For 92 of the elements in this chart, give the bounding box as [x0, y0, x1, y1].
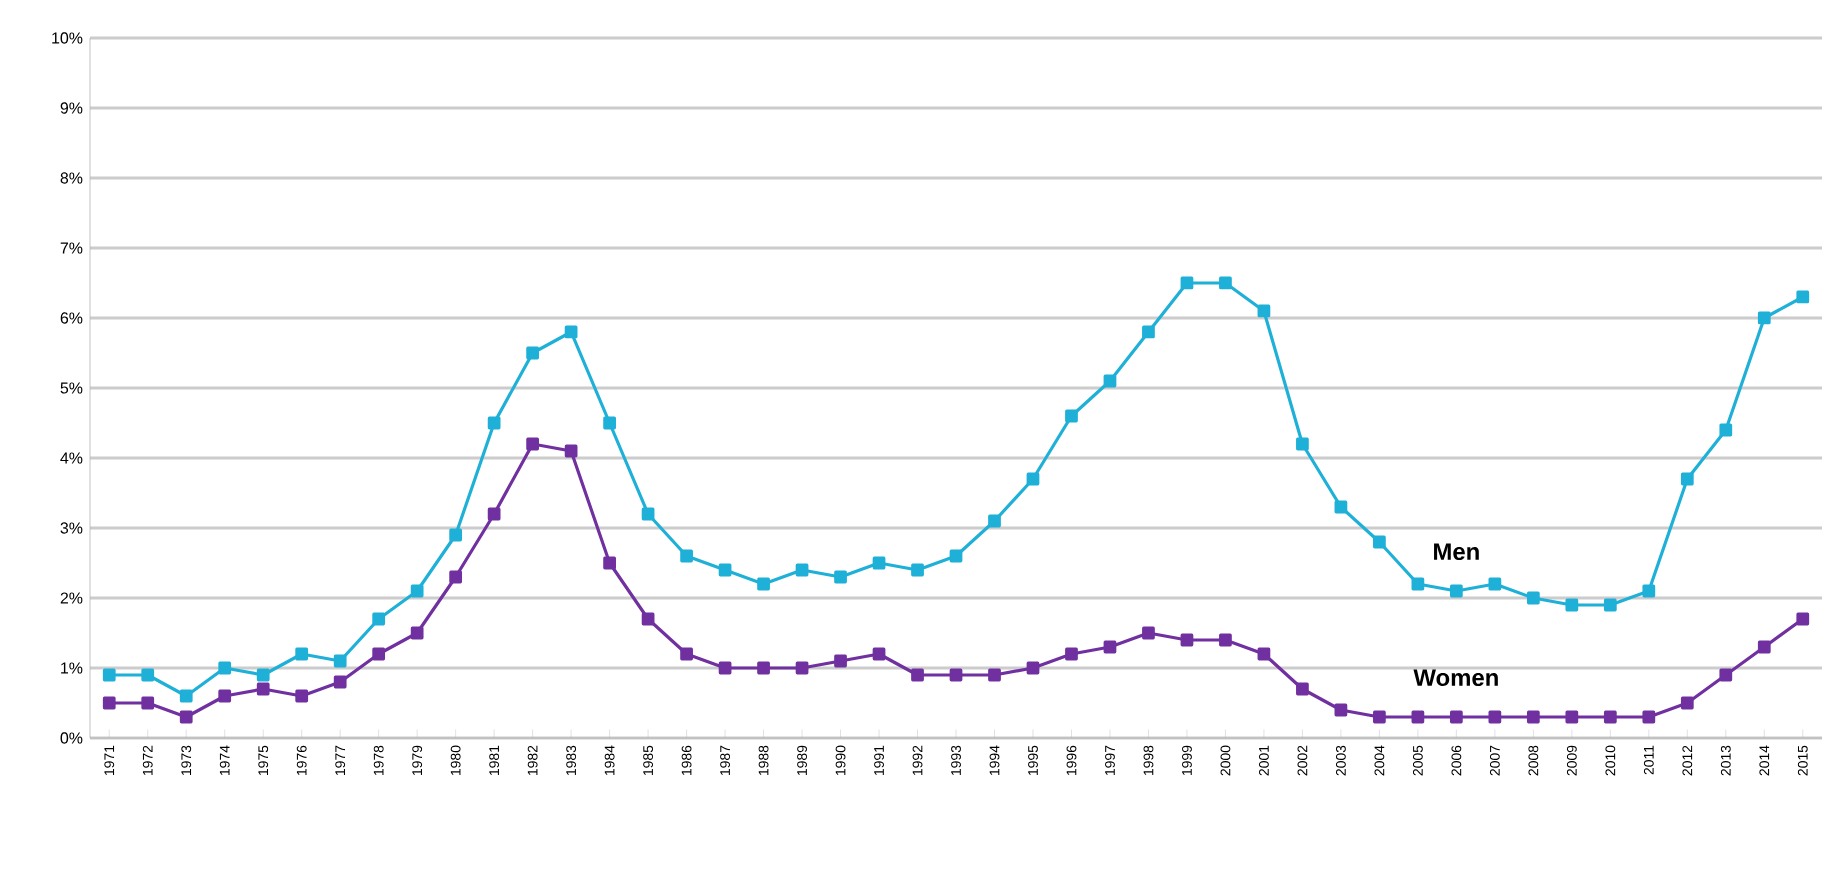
point — [795, 563, 809, 577]
point — [256, 668, 270, 682]
point — [1526, 710, 1540, 724]
point — [487, 416, 501, 430]
point — [1334, 500, 1348, 514]
point — [1680, 696, 1694, 710]
point — [641, 507, 655, 521]
point — [1065, 647, 1078, 661]
point — [487, 507, 501, 521]
point — [1026, 472, 1040, 486]
point — [1026, 661, 1040, 675]
point — [1103, 374, 1117, 388]
point — [680, 647, 693, 661]
point — [218, 689, 232, 703]
point — [949, 668, 963, 682]
point — [757, 577, 770, 591]
point — [372, 612, 386, 626]
point — [1680, 472, 1694, 486]
point — [949, 549, 963, 563]
point — [372, 647, 386, 661]
point — [1142, 626, 1155, 640]
point — [1334, 703, 1348, 717]
point — [911, 563, 924, 577]
point — [1719, 423, 1733, 437]
series-label: Women — [1413, 669, 1498, 687]
point — [564, 444, 578, 458]
point — [295, 647, 309, 661]
point — [102, 696, 116, 710]
point — [1603, 710, 1617, 724]
point — [218, 661, 232, 675]
point — [1257, 304, 1271, 318]
point — [1449, 584, 1463, 598]
point — [1488, 577, 1502, 591]
point — [410, 584, 424, 598]
point — [680, 549, 693, 563]
point — [1142, 325, 1155, 339]
point — [1411, 577, 1425, 591]
point — [641, 612, 655, 626]
point — [333, 654, 347, 668]
series-label: Men — [1434, 543, 1479, 561]
point — [1219, 276, 1232, 290]
point — [1488, 710, 1502, 724]
point — [256, 682, 270, 696]
point — [141, 668, 155, 682]
point — [526, 346, 540, 360]
point — [1296, 682, 1309, 696]
point — [1603, 598, 1617, 612]
point — [1411, 710, 1425, 724]
point — [988, 514, 1001, 528]
point — [1449, 710, 1463, 724]
point — [1180, 276, 1194, 290]
point — [1642, 584, 1656, 598]
point — [1373, 535, 1386, 549]
point — [410, 626, 424, 640]
point — [526, 437, 540, 451]
point — [1373, 710, 1386, 724]
point — [1296, 437, 1309, 451]
point — [1757, 311, 1771, 325]
point — [988, 668, 1001, 682]
point — [333, 675, 347, 689]
point — [757, 661, 770, 675]
point — [834, 570, 847, 584]
point — [834, 654, 847, 668]
point — [603, 556, 616, 570]
point — [179, 689, 193, 703]
point — [603, 416, 616, 430]
point — [1642, 710, 1656, 724]
point — [872, 647, 886, 661]
point — [1719, 668, 1733, 682]
point — [872, 556, 886, 570]
point — [1796, 612, 1810, 626]
point — [295, 689, 309, 703]
point — [179, 710, 193, 724]
point — [718, 563, 732, 577]
point — [102, 668, 116, 682]
point — [1757, 640, 1771, 654]
point — [911, 668, 924, 682]
point — [1796, 290, 1810, 304]
point — [1103, 640, 1117, 654]
point — [1219, 633, 1232, 647]
point — [1065, 409, 1078, 423]
point — [1565, 710, 1579, 724]
point — [449, 528, 463, 542]
point — [795, 661, 809, 675]
point — [141, 696, 155, 710]
point — [1526, 591, 1540, 605]
point — [564, 325, 578, 339]
point — [1565, 598, 1579, 612]
point — [1257, 647, 1271, 661]
point — [1180, 633, 1194, 647]
point — [718, 661, 732, 675]
point — [449, 570, 463, 584]
